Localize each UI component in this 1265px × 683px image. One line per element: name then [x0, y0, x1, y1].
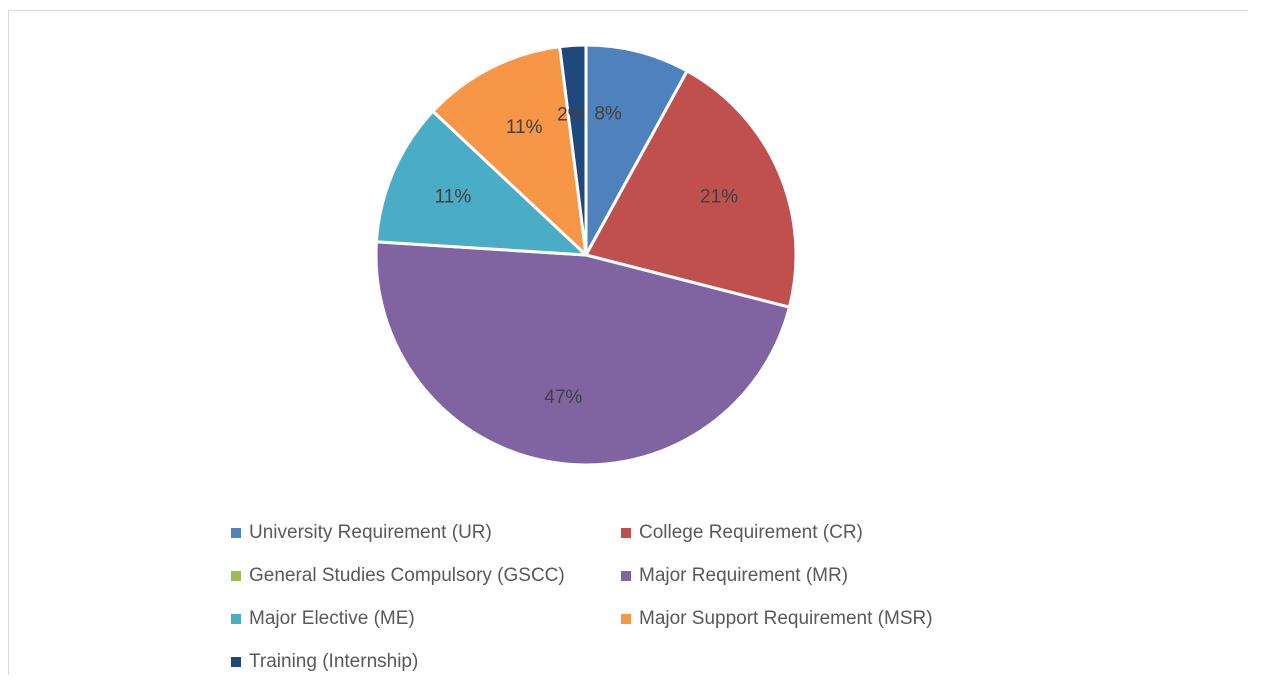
data-label-major-elective-me: 11% — [435, 186, 472, 207]
chart-area: 8% 21% 47% 11% 11% 2% University Requirement … — [8, 10, 1248, 675]
legend-swatch — [621, 570, 631, 581]
pie-chart: 8% 21% 47% 11% 11% 2% — [374, 43, 798, 467]
legend-swatch — [621, 527, 631, 538]
pie-slice-major-requirement-mr — [374, 240, 791, 467]
legend-label: Major Support Requirement (MSR) — [639, 607, 933, 629]
legend-label: College Requirement (CR) — [639, 521, 863, 543]
data-label-college-requirement-cr: 21% — [700, 186, 738, 207]
legend-label: Training (Internship) — [249, 650, 419, 672]
legend-label: General Studies Compulsory (GSCC) — [249, 564, 565, 586]
legend-item-general-studies-compulsory-gscc: General Studies Compulsory (GSCC) — [231, 554, 621, 597]
pie-slice-major-support-requirement-msr — [431, 45, 588, 257]
legend-item-major-elective-me: Major Elective (ME) — [231, 597, 621, 640]
legend-swatch — [231, 570, 241, 581]
legend-label: Major Elective (ME) — [249, 607, 415, 629]
legend-label: University Requirement (UR) — [249, 521, 492, 543]
legend-swatch — [231, 613, 241, 624]
legend-item-college-requirement-cr: College Requirement (CR) — [621, 511, 991, 554]
data-label-major-requirement-mr: 47% — [544, 387, 582, 408]
pie-slice-college-requirement-cr — [584, 69, 798, 309]
data-label-training-internship: 2% — [557, 104, 585, 125]
legend-swatch — [231, 527, 241, 538]
legend-swatch — [231, 656, 241, 667]
legend-item-university-requirement-ur: University Requirement (UR) — [231, 511, 621, 554]
legend-swatch — [621, 613, 631, 624]
pie-slice-training-internship — [558, 43, 588, 257]
legend-label: Major Requirement (MR) — [639, 564, 849, 586]
pie-slice-major-elective-me — [374, 109, 588, 257]
data-label-major-support-requirement-msr: 11% — [506, 117, 543, 138]
data-label-university-requirement-ur: 8% — [594, 104, 622, 125]
legend: University Requirement (UR) College Requi… — [231, 511, 991, 683]
legend-item-major-support-requirement-msr: Major Support Requirement (MSR) — [621, 597, 991, 640]
pie-slices — [374, 43, 798, 467]
legend-item-training-internship: Training (Internship) — [231, 640, 621, 683]
legend-item-major-requirement-mr: Major Requirement (MR) — [621, 554, 991, 597]
pie-slice-university-requirement-ur — [584, 43, 689, 257]
pie-data-labels: 8% 21% 47% 11% 11% 2% — [435, 104, 739, 409]
